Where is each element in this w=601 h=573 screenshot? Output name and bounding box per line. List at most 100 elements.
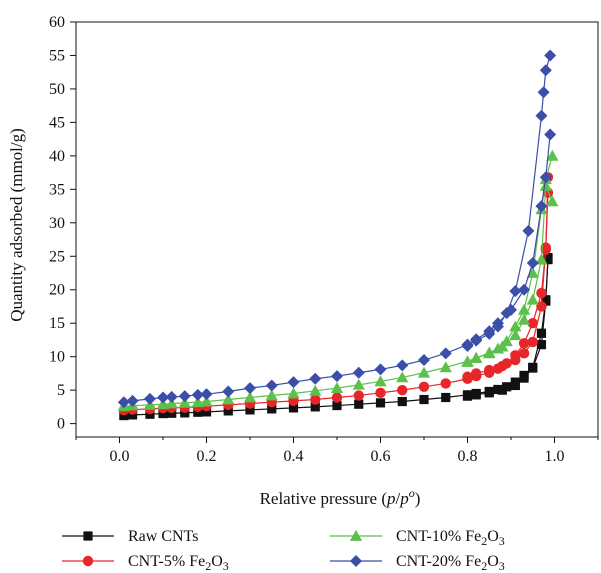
data-point xyxy=(439,361,452,373)
data-point xyxy=(331,392,343,403)
data-point xyxy=(441,392,451,403)
data-point xyxy=(543,253,553,263)
data-point xyxy=(484,364,495,376)
data-point xyxy=(223,406,233,416)
legend: Raw CNTs CNT-5% Fe2O3 CNT-10% Fe2O3 CNT-20%… xyxy=(62,528,505,573)
data-point xyxy=(397,396,407,407)
x-axis-title: Relative pressure (p/po) xyxy=(260,486,421,508)
data-point xyxy=(167,408,177,418)
data-point xyxy=(193,407,203,417)
data-point xyxy=(352,378,365,390)
data-point xyxy=(526,266,539,278)
data-point xyxy=(526,293,539,305)
data-point xyxy=(483,346,496,358)
data-point xyxy=(288,403,299,413)
data-point xyxy=(518,338,530,349)
data-point xyxy=(265,379,278,392)
data-point xyxy=(539,179,552,191)
legend-marker xyxy=(349,529,363,541)
data-point xyxy=(243,391,257,403)
data-point xyxy=(126,394,139,407)
data-point xyxy=(541,296,551,306)
data-point xyxy=(244,382,256,395)
data-point xyxy=(375,398,386,408)
data-point xyxy=(267,404,277,414)
data-point xyxy=(544,128,557,141)
data-point xyxy=(200,395,213,407)
data-point xyxy=(309,372,322,385)
data-point xyxy=(527,318,538,329)
data-point xyxy=(178,396,191,408)
data-point xyxy=(331,370,343,383)
data-point xyxy=(539,171,552,184)
data-point xyxy=(310,394,321,405)
series-1 xyxy=(119,253,553,421)
y-tick-label: 5 xyxy=(57,382,65,399)
data-point xyxy=(518,348,530,359)
x-tick-label: 0.6 xyxy=(371,448,391,465)
data-point xyxy=(117,396,130,409)
y-tick-label: 35 xyxy=(49,181,65,198)
data-point xyxy=(375,387,386,399)
data-point xyxy=(156,398,170,410)
data-point xyxy=(353,390,364,401)
legend-label: CNT-10% Fe2O3 xyxy=(396,528,505,548)
data-point xyxy=(180,408,190,418)
series-4 xyxy=(117,49,557,409)
legend-label: Raw CNTs xyxy=(128,528,198,545)
data-point xyxy=(536,287,547,299)
data-point xyxy=(222,393,235,405)
data-point xyxy=(143,392,156,405)
legend-item: Raw CNTs xyxy=(62,528,198,545)
data-point xyxy=(510,380,520,391)
data-point xyxy=(201,407,212,417)
data-point xyxy=(439,347,452,360)
y-tick-label: 0 xyxy=(57,416,65,433)
data-point xyxy=(537,86,550,99)
data-point xyxy=(191,388,204,401)
data-point xyxy=(265,389,278,401)
data-point xyxy=(354,399,364,409)
data-point xyxy=(528,363,538,373)
legend-label: CNT-20% Fe2O3 xyxy=(396,553,505,573)
data-point xyxy=(483,325,496,338)
data-point xyxy=(191,396,204,408)
series-2 xyxy=(118,172,554,416)
data-point xyxy=(518,283,531,296)
data-point xyxy=(517,313,531,325)
data-point xyxy=(461,355,474,367)
data-point xyxy=(287,376,300,389)
y-axis: 0 5 10 15 20 25 30 35 40 45 50 55 60 xyxy=(49,14,76,433)
data-point xyxy=(510,354,521,366)
data-point xyxy=(536,328,547,338)
y-tick-label: 60 xyxy=(49,14,65,31)
data-point xyxy=(418,381,430,392)
data-point xyxy=(491,317,504,330)
data-point xyxy=(330,382,344,394)
legend-item: CNT-5% Fe2O3 xyxy=(62,553,229,573)
legend-marker xyxy=(83,531,93,541)
y-tick-label: 10 xyxy=(49,349,65,366)
data-point xyxy=(505,303,517,316)
y-tick-label: 40 xyxy=(49,148,65,165)
data-point xyxy=(546,149,559,161)
legend-item: CNT-10% Fe2O3 xyxy=(330,528,505,548)
data-point xyxy=(536,301,547,312)
data-point xyxy=(419,394,429,405)
y-tick-label: 15 xyxy=(49,315,65,332)
data-point xyxy=(374,375,387,387)
data-point xyxy=(509,285,522,298)
data-point xyxy=(471,368,482,379)
y-tick-label: 30 xyxy=(49,215,65,232)
data-point xyxy=(497,360,508,372)
y-axis-title: Quantity adsorbed (mmol/g) xyxy=(7,128,26,322)
y-tick-label: 55 xyxy=(49,47,65,64)
data-point xyxy=(165,397,178,409)
data-point xyxy=(470,333,483,346)
data-point xyxy=(440,378,451,389)
data-point xyxy=(497,385,507,395)
data-point xyxy=(509,329,522,341)
x-tick-label: 1.0 xyxy=(545,448,565,465)
data-point xyxy=(310,402,320,412)
y-tick-label: 45 xyxy=(49,114,65,131)
